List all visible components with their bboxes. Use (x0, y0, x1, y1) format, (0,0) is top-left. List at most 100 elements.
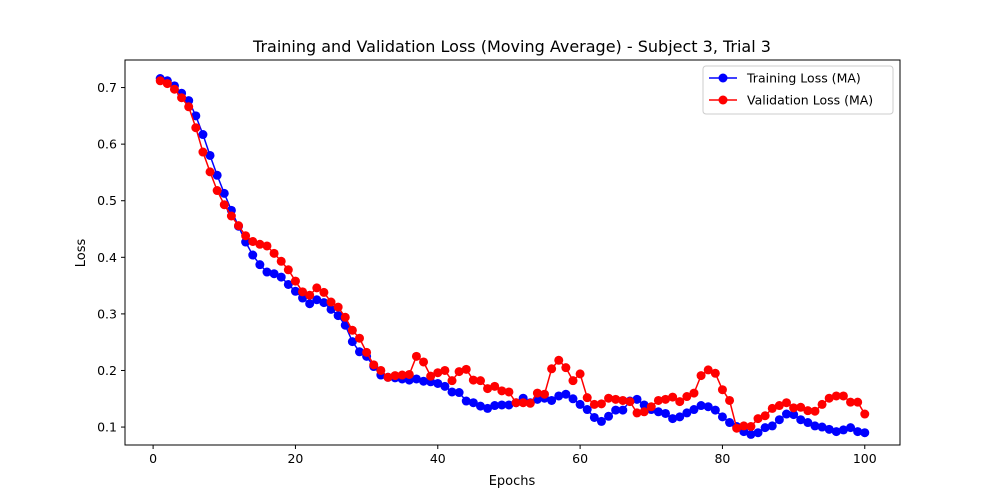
data-point-training (632, 394, 642, 404)
data-point-validation (739, 421, 749, 431)
data-point-training (746, 429, 756, 439)
data-point-training (312, 295, 322, 305)
data-point-validation (162, 79, 172, 89)
data-point-validation (561, 363, 571, 373)
data-point-validation (540, 389, 550, 399)
data-point-validation (248, 236, 258, 246)
data-point-validation (312, 283, 322, 293)
data-point-training (817, 422, 827, 432)
data-point-training (283, 279, 293, 289)
data-point-training (248, 250, 258, 260)
data-point-validation (639, 407, 649, 417)
data-point-training (860, 428, 870, 438)
data-point-training (347, 337, 357, 347)
data-point-validation (298, 287, 308, 297)
x-tick-label: 20 (287, 451, 303, 466)
data-point-validation (817, 399, 827, 409)
data-point-validation (383, 372, 393, 382)
data-point-training (618, 405, 628, 415)
data-point-validation (205, 167, 215, 177)
data-point-training (561, 389, 571, 399)
data-point-training (767, 421, 777, 431)
data-point-training (269, 269, 279, 279)
data-point-validation (354, 333, 364, 343)
data-point-validation (504, 387, 514, 397)
data-point-validation (753, 414, 763, 424)
data-point-training (661, 408, 671, 418)
data-point-training (774, 415, 784, 425)
y-axis-label: Loss (74, 239, 89, 268)
data-point-training (461, 396, 471, 406)
data-point-validation (404, 369, 414, 379)
data-point-validation (625, 397, 635, 407)
data-point-training (241, 237, 251, 247)
data-point-validation (461, 364, 471, 374)
data-point-training (326, 304, 336, 314)
data-point-validation (838, 391, 848, 401)
data-point-validation (184, 102, 194, 112)
data-point-training (781, 409, 791, 419)
data-point-validation (767, 403, 777, 413)
data-point-validation (177, 93, 187, 103)
data-point-validation (547, 364, 557, 374)
data-point-training (575, 399, 585, 409)
data-point-training (447, 387, 457, 397)
data-point-training (753, 428, 763, 438)
data-point-validation (554, 355, 564, 365)
y-tick-label: 0.6 (97, 137, 117, 152)
data-point-validation (725, 395, 735, 405)
data-point-validation (803, 406, 813, 416)
data-point-validation (440, 365, 450, 375)
data-point-training (810, 421, 820, 431)
data-point-training (789, 410, 799, 420)
data-point-training (298, 293, 308, 303)
data-point-training (205, 150, 215, 160)
data-point-validation (397, 370, 407, 380)
data-point-training (596, 416, 606, 426)
x-tick-label: 80 (714, 451, 730, 466)
data-point-training (568, 394, 578, 404)
data-point-training (468, 398, 478, 408)
data-point-validation (532, 388, 542, 398)
data-point-validation (568, 376, 578, 386)
data-point-validation (710, 368, 720, 378)
data-point-training (710, 405, 720, 415)
legend: Training Loss (MA) Validation Loss (MA) (702, 65, 894, 115)
x-tick-label: 100 (853, 451, 877, 466)
y-tick-label: 0.5 (97, 193, 117, 208)
data-point-validation (390, 371, 400, 381)
data-point-validation (497, 386, 507, 396)
data-point-validation (632, 408, 642, 418)
data-point-validation (525, 398, 535, 408)
x-axis-label: Epochs (489, 474, 536, 489)
data-point-validation (582, 393, 592, 403)
data-point-validation (675, 397, 685, 407)
data-point-training (668, 414, 678, 424)
data-point-validation (781, 398, 791, 408)
data-point-training (582, 405, 592, 415)
data-point-validation (362, 347, 372, 357)
data-point-validation (575, 369, 585, 379)
data-point-validation (433, 368, 443, 378)
data-point-validation (689, 388, 699, 398)
data-point-validation (468, 375, 478, 385)
y-tick-label: 0.2 (97, 363, 117, 378)
data-point-validation (219, 200, 229, 210)
y-tick-label: 0.7 (97, 80, 117, 95)
data-point-validation (475, 376, 485, 386)
data-point-validation (774, 401, 784, 411)
data-point-validation (269, 248, 279, 258)
data-point-training (675, 412, 685, 422)
data-point-validation (668, 392, 678, 402)
data-point-validation (305, 290, 315, 300)
data-point-validation (290, 276, 300, 286)
data-point-validation (703, 365, 713, 375)
data-point-validation (376, 365, 386, 375)
data-point-validation (454, 367, 464, 377)
x-tick-label: 40 (430, 451, 446, 466)
data-point-validation (810, 406, 820, 416)
data-point-validation (155, 76, 165, 86)
data-point-training (725, 418, 735, 428)
data-point-training (490, 401, 500, 411)
